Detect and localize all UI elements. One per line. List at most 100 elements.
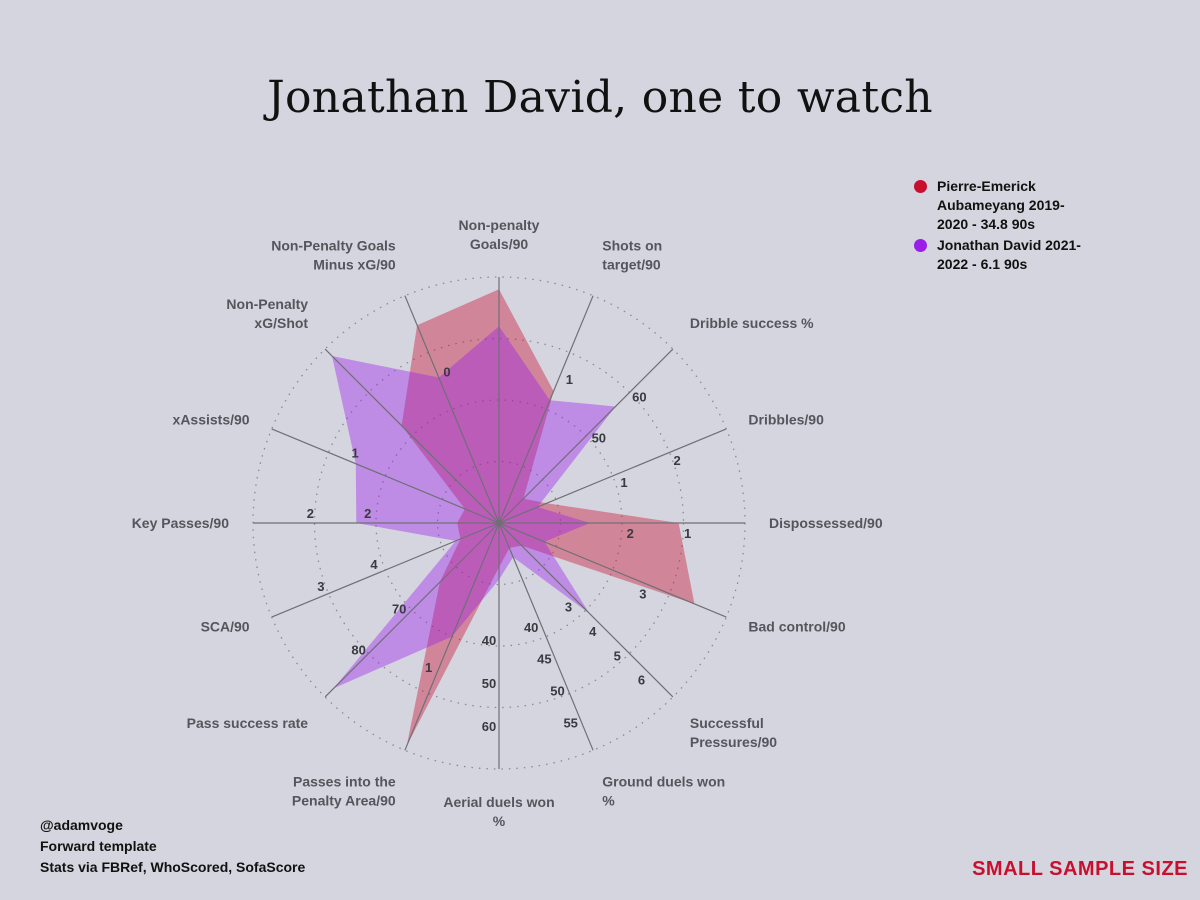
axis-label-line: Penalty Area/90 xyxy=(292,792,396,808)
axis-label: Pass success rate xyxy=(187,715,309,731)
axis-label: Bad control/90 xyxy=(748,618,845,634)
axis-label-line: xAssists/90 xyxy=(173,412,250,428)
axis-label-line: Bad control/90 xyxy=(748,618,845,634)
tick-label: 40 xyxy=(524,620,538,635)
tick-label: 50 xyxy=(550,684,564,699)
axis-label-line: Key Passes/90 xyxy=(132,515,230,531)
axis-spoke xyxy=(324,522,500,698)
tick-label: 6 xyxy=(638,673,645,688)
axis-label: xAssists/90 xyxy=(173,412,250,428)
chart-title: Jonathan David, one to watch xyxy=(267,72,933,123)
axis-spoke xyxy=(271,522,500,618)
tick-label: 4 xyxy=(589,624,597,639)
axis-label-line: Pressures/90 xyxy=(690,734,777,750)
tick-label: 50 xyxy=(482,676,496,691)
axis-spoke xyxy=(404,295,500,524)
tick-label: 5 xyxy=(614,648,621,663)
tick-label: 1 xyxy=(620,475,627,490)
axis-label: Non-penalty Goals/90 xyxy=(459,217,540,252)
tick-label: 55 xyxy=(563,715,577,730)
tick-label: 2 xyxy=(364,506,371,521)
legend-swatch-aubameyang xyxy=(914,180,927,193)
tick-label: 50 xyxy=(592,430,606,445)
tick-label: 1 xyxy=(684,526,691,541)
axis-label-line: Goals/90 xyxy=(470,236,529,252)
series-area-david xyxy=(332,326,616,689)
axis-label: Dispossessed/90 xyxy=(769,515,883,531)
axis-spoke xyxy=(498,522,594,751)
axis-label: Non-Penalty Goals Minus xG/90 xyxy=(271,238,396,273)
tick-label: 1 xyxy=(351,446,358,461)
legend-item-david: Jonathan David 2021- 2022 - 6.1 90s xyxy=(914,236,1084,274)
legend-label-line: 2020 - 34.8 90s xyxy=(937,216,1036,232)
sample-size-warning: SMALL SAMPLE SIZE xyxy=(972,858,1188,880)
legend-swatch-david xyxy=(914,239,927,252)
axis-label: Aerial duels won% xyxy=(443,794,554,829)
legend-item-aubameyang: Pierre-Emerick Aubameyang 2019- 2020 - 3… xyxy=(914,177,1084,234)
credits: @adamvoge Forward template Stats via FBR… xyxy=(40,815,305,878)
axis-label: Dribbles/90 xyxy=(748,412,824,428)
credit-sources: Stats via FBRef, WhoScored, SofaScore xyxy=(40,859,306,875)
series-area-aubameyang xyxy=(401,289,695,746)
axis-label: Key Passes/90 xyxy=(132,515,230,531)
axis-label-line: Non-penalty xyxy=(459,217,540,233)
axis-label-line: Non-Penalty Goals xyxy=(271,238,396,254)
axis-label-line: Non-Penalty xyxy=(226,296,308,312)
tick-label: 60 xyxy=(482,719,496,734)
tick-label: 45 xyxy=(537,652,551,667)
axis-label: Dribble success % xyxy=(690,315,814,331)
axis-spoke xyxy=(498,428,727,524)
axis-label-line: Passes into the xyxy=(293,773,396,789)
legend-label-line: Pierre-Emerick xyxy=(937,178,1036,194)
tick-label: 2 xyxy=(627,526,634,541)
legend-label-line: 2022 - 6.1 90s xyxy=(937,256,1028,272)
axis-label-line: Dispossessed/90 xyxy=(769,515,883,531)
credit-template: Forward template xyxy=(40,838,157,854)
axis-label: Shots on target/90 xyxy=(602,238,662,273)
axis-label: Passes into the Penalty Area/90 xyxy=(292,773,396,808)
axis-label-line: SCA/90 xyxy=(201,618,250,634)
legend: Pierre-Emerick Aubameyang 2019- 2020 - 3… xyxy=(914,177,1084,276)
legend-label-line: Jonathan David 2021- xyxy=(937,237,1081,253)
tick-label: 3 xyxy=(565,600,572,615)
tick-label: 2 xyxy=(673,453,680,468)
axis-label-line: Ground duels won xyxy=(602,773,725,789)
axis-label-line: target/90 xyxy=(602,257,661,273)
tick-label: 60 xyxy=(632,390,646,405)
legend-label-line: Aubameyang 2019- xyxy=(937,197,1065,213)
axis-label-line: Dribbles/90 xyxy=(748,412,824,428)
axis-spoke xyxy=(404,522,500,751)
axis-spoke xyxy=(498,348,674,524)
axis-spoke xyxy=(324,348,500,524)
axis-label-line: Shots on xyxy=(602,238,662,254)
axis-label: SCA/90 xyxy=(201,618,250,634)
axis-label-line: Aerial duels won xyxy=(443,794,554,810)
legend-label-david: Jonathan David 2021- 2022 - 6.1 90s xyxy=(937,236,1081,274)
axis-label-line: % xyxy=(493,813,506,829)
axis-spoke xyxy=(498,522,674,698)
axis-label-line: Dribble success % xyxy=(690,315,814,331)
tick-label: 40 xyxy=(482,633,496,648)
tick-label: 70 xyxy=(392,602,406,617)
credit-author: @adamvoge xyxy=(40,817,123,833)
axis-label: Ground duels won% xyxy=(602,773,725,808)
axis-spoke xyxy=(498,295,594,524)
axis-label-line: Successful xyxy=(690,715,764,731)
axis-label-line: Pass success rate xyxy=(187,715,309,731)
tick-label: 0 xyxy=(443,364,450,379)
tick-label: 3 xyxy=(639,586,646,601)
tick-label: 80 xyxy=(351,642,365,657)
legend-label-aubameyang: Pierre-Emerick Aubameyang 2019- 2020 - 3… xyxy=(937,177,1065,234)
tick-label: 2 xyxy=(307,506,314,521)
axis-label-line: % xyxy=(602,792,615,808)
axis-spoke xyxy=(271,428,500,524)
axis-spoke xyxy=(498,522,727,618)
tick-label: 4 xyxy=(370,557,378,572)
axis-label: Non-Penalty xG/Shot xyxy=(226,296,308,331)
tick-label: 1 xyxy=(425,660,432,675)
tick-label: 3 xyxy=(317,579,324,594)
axis-label-line: Minus xG/90 xyxy=(313,257,396,273)
tick-label: 1 xyxy=(566,372,573,387)
axis-label: Successful Pressures/90 xyxy=(690,715,777,750)
